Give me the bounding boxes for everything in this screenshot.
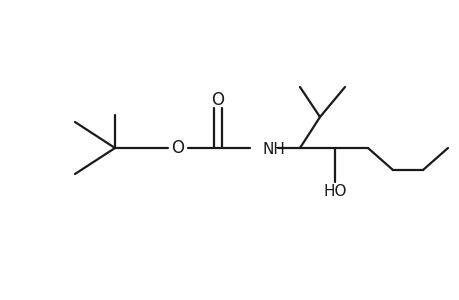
- Text: HO: HO: [323, 184, 346, 200]
- Text: O: O: [171, 139, 184, 157]
- Text: O: O: [211, 91, 224, 109]
- Text: NH: NH: [263, 142, 285, 158]
